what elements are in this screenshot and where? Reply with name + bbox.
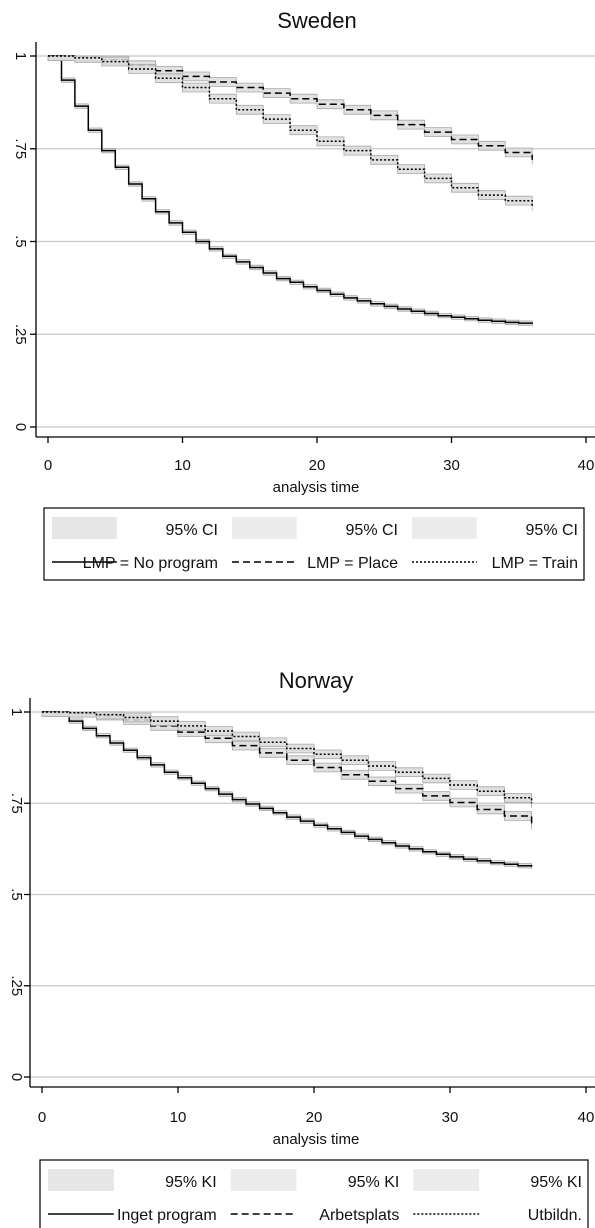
y-tick-label: 1 (12, 52, 29, 60)
x-tick-label: 40 (578, 457, 595, 474)
y-tick-label: .25 (12, 324, 29, 345)
x-axis-label: analysis time (273, 1131, 360, 1148)
legend: 95% CI LMP = No program 95% CI LMP = Place 9… (43, 507, 585, 581)
legend-label: 95% CI (526, 522, 578, 539)
legend: 95% KI Inget program 95% KI Arbetsplats 95% … (39, 1159, 589, 1228)
legend-label: LMP = Train (492, 555, 578, 572)
y-tick-label: .5 (8, 888, 25, 901)
x-axis-label: analysis time (273, 479, 360, 496)
x-tick-label: 20 (309, 457, 326, 474)
y-tick-label: 1 (8, 708, 25, 716)
legend-label: 95% KI (530, 1174, 582, 1191)
x-tick-label: 10 (174, 457, 191, 474)
legend-ci-swatch (412, 517, 477, 539)
series-line (42, 711, 533, 867)
ci-band (41, 711, 532, 869)
x-tick-label: 30 (443, 457, 460, 474)
legend-label: Arbetsplats (319, 1207, 399, 1224)
legend-label: 95% KI (165, 1174, 217, 1191)
legend-box (39, 1159, 589, 1228)
legend-ci-swatch (413, 1169, 480, 1191)
y-tick-label: .25 (8, 975, 25, 996)
series-line (48, 55, 533, 207)
x-tick-label: 20 (306, 1109, 323, 1126)
ci-band (47, 55, 533, 211)
chart-title: Sweden (277, 8, 357, 33)
series-line (42, 711, 533, 804)
legend-label: 95% CI (166, 522, 218, 539)
series-line (42, 711, 533, 826)
legend-ci-swatch (48, 1169, 114, 1191)
legend-ci-swatch (232, 517, 297, 539)
legend-ci-swatch (52, 517, 117, 539)
legend-label: Inget program (117, 1207, 217, 1224)
x-tick-label: 0 (38, 1109, 46, 1126)
y-tick-label: .75 (12, 138, 29, 159)
legend-box (43, 507, 585, 581)
x-tick-label: 10 (170, 1109, 187, 1126)
legend-ci-swatch (230, 1169, 297, 1191)
legend-label: LMP = Place (307, 555, 398, 572)
y-tick-label: 0 (12, 423, 29, 431)
series-line (48, 55, 533, 160)
y-tick-label: .75 (8, 793, 25, 814)
legend-label: 95% KI (348, 1174, 400, 1191)
x-tick-label: 0 (44, 457, 52, 474)
ci-band (47, 55, 533, 165)
chart-title: Norway (279, 668, 354, 693)
legend-label: Utbildn. (528, 1207, 582, 1224)
x-tick-label: 40 (578, 1109, 595, 1126)
series-line (48, 55, 533, 324)
x-tick-label: 30 (442, 1109, 459, 1126)
y-tick-label: 0 (8, 1073, 25, 1081)
legend-label: LMP = No program (83, 555, 218, 572)
legend-label: 95% CI (346, 522, 398, 539)
y-tick-label: .5 (12, 235, 29, 248)
